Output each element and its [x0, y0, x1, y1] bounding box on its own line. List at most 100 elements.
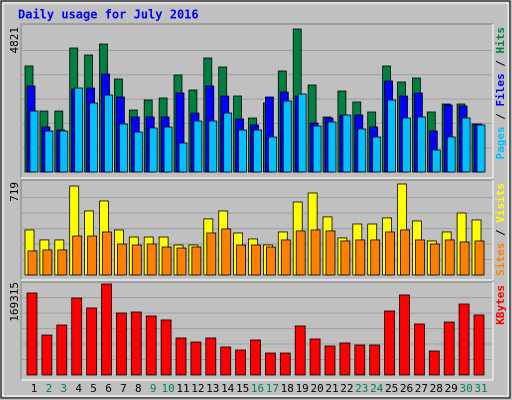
bar — [175, 337, 187, 376]
bar — [324, 345, 336, 376]
legend-entry: KBytes — [494, 285, 507, 325]
bar — [429, 243, 440, 276]
legend-separator: / — [494, 107, 507, 127]
bar — [459, 241, 470, 276]
x-tick-label: 17 — [266, 382, 279, 395]
bar — [340, 240, 351, 276]
x-tick-label: 11 — [176, 382, 189, 395]
bar — [161, 246, 172, 276]
bar — [339, 342, 351, 376]
bar — [191, 246, 202, 276]
x-tick-label: 14 — [221, 382, 235, 395]
bar — [327, 121, 337, 173]
bar — [265, 246, 276, 276]
bar — [309, 338, 321, 376]
bar — [56, 324, 68, 376]
bar — [163, 126, 173, 173]
bar — [101, 283, 112, 376]
x-tick-label: 24 — [370, 382, 384, 395]
bar — [414, 239, 425, 276]
x-tick-label: 1 — [31, 382, 38, 395]
y-tick-label: 169315 — [8, 282, 21, 322]
bar — [131, 244, 142, 276]
bar — [251, 244, 261, 276]
legend-entry: Pages — [494, 126, 507, 159]
bar — [146, 243, 157, 276]
bar — [310, 229, 321, 276]
bar — [253, 129, 262, 173]
bar — [44, 130, 54, 173]
bar — [59, 130, 69, 173]
x-tick-label: 19 — [296, 382, 309, 395]
bar — [133, 131, 143, 173]
bar — [178, 142, 188, 173]
x-tick-label: 27 — [415, 382, 428, 395]
bar — [325, 230, 336, 276]
bar — [354, 344, 366, 376]
bar — [461, 117, 471, 173]
x-tick-label: 23 — [355, 382, 368, 395]
bar — [130, 311, 142, 376]
bar — [444, 239, 455, 276]
bar — [370, 239, 381, 276]
x-tick-label: 29 — [445, 382, 458, 395]
bar — [57, 249, 68, 276]
x-tick-label: 6 — [105, 382, 112, 395]
bar — [29, 110, 39, 173]
bar — [160, 319, 172, 376]
x-tick-label: 16 — [251, 382, 264, 395]
bar — [87, 235, 97, 276]
x-tick-label: 10 — [161, 382, 174, 395]
bar — [220, 346, 232, 376]
x-tick-label: 7 — [120, 382, 127, 395]
bar — [416, 116, 426, 173]
bar — [42, 249, 53, 276]
x-tick-label: 5 — [90, 382, 97, 395]
bar — [428, 350, 440, 376]
bar — [235, 349, 247, 376]
bar — [357, 128, 367, 173]
bar — [474, 240, 485, 276]
x-tick-label: 9 — [150, 382, 157, 395]
bar — [372, 136, 382, 173]
bar — [206, 232, 217, 276]
bar — [384, 310, 396, 376]
x-tick-label: 22 — [340, 382, 353, 395]
bar — [355, 239, 366, 276]
bar — [89, 102, 98, 173]
x-tick-label: 25 — [385, 382, 398, 395]
bar — [223, 112, 233, 173]
bar — [294, 325, 306, 376]
y-tick-label: 4821 — [8, 27, 21, 54]
bar — [26, 292, 38, 376]
x-tick-label: 12 — [191, 382, 204, 395]
bar — [27, 250, 38, 276]
bar — [385, 231, 396, 276]
bar — [148, 127, 158, 173]
x-tick-label: 3 — [60, 382, 67, 395]
x-tick-label: 20 — [310, 382, 323, 395]
bar — [387, 99, 397, 173]
x-tick-label: 30 — [459, 382, 472, 395]
bar — [119, 123, 128, 173]
bar — [473, 314, 485, 376]
x-tick-label: 13 — [206, 382, 219, 395]
bar — [190, 341, 202, 376]
bar — [413, 323, 425, 376]
chart-title: Daily usage for July 2016 — [18, 8, 199, 22]
legend: Sites / Visits — [494, 183, 507, 276]
x-tick-label: 4 — [75, 382, 82, 395]
legend-entry: Files — [494, 73, 507, 106]
bar — [280, 239, 291, 276]
x-tick-label: 26 — [400, 382, 413, 395]
bar — [369, 344, 381, 376]
bar — [117, 243, 127, 276]
bar — [86, 307, 97, 376]
bar — [221, 228, 232, 276]
bar — [176, 247, 187, 276]
legend: KBytes — [494, 285, 507, 325]
x-tick-label: 21 — [325, 382, 338, 395]
bar — [279, 352, 291, 376]
